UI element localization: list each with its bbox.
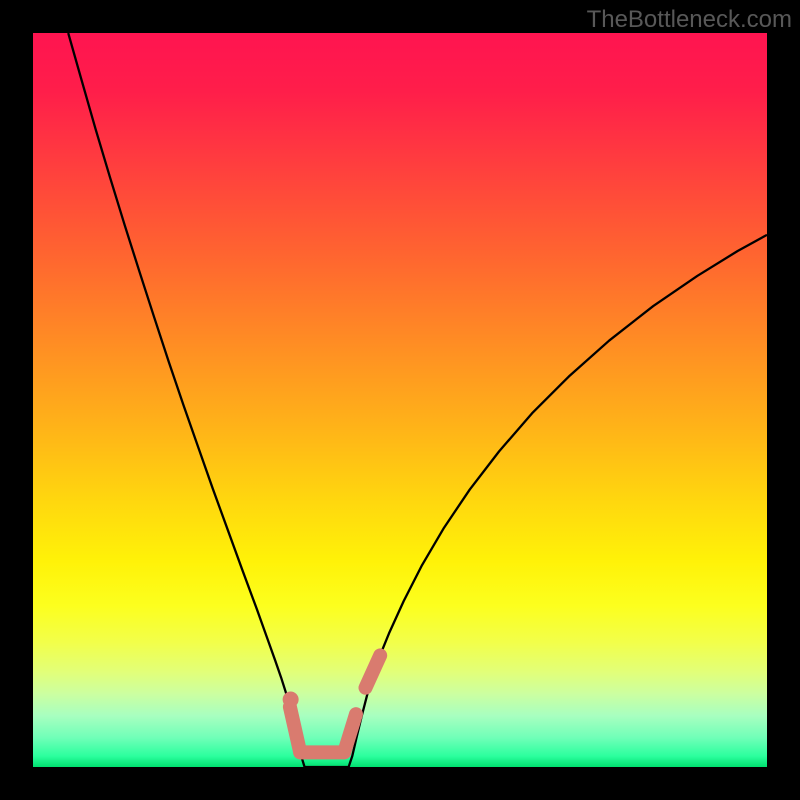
gradient-background bbox=[33, 33, 767, 767]
plot-frame bbox=[33, 33, 767, 767]
chart-svg bbox=[33, 33, 767, 767]
plot-area bbox=[33, 33, 767, 767]
watermark-text: TheBottleneck.com bbox=[587, 6, 792, 34]
